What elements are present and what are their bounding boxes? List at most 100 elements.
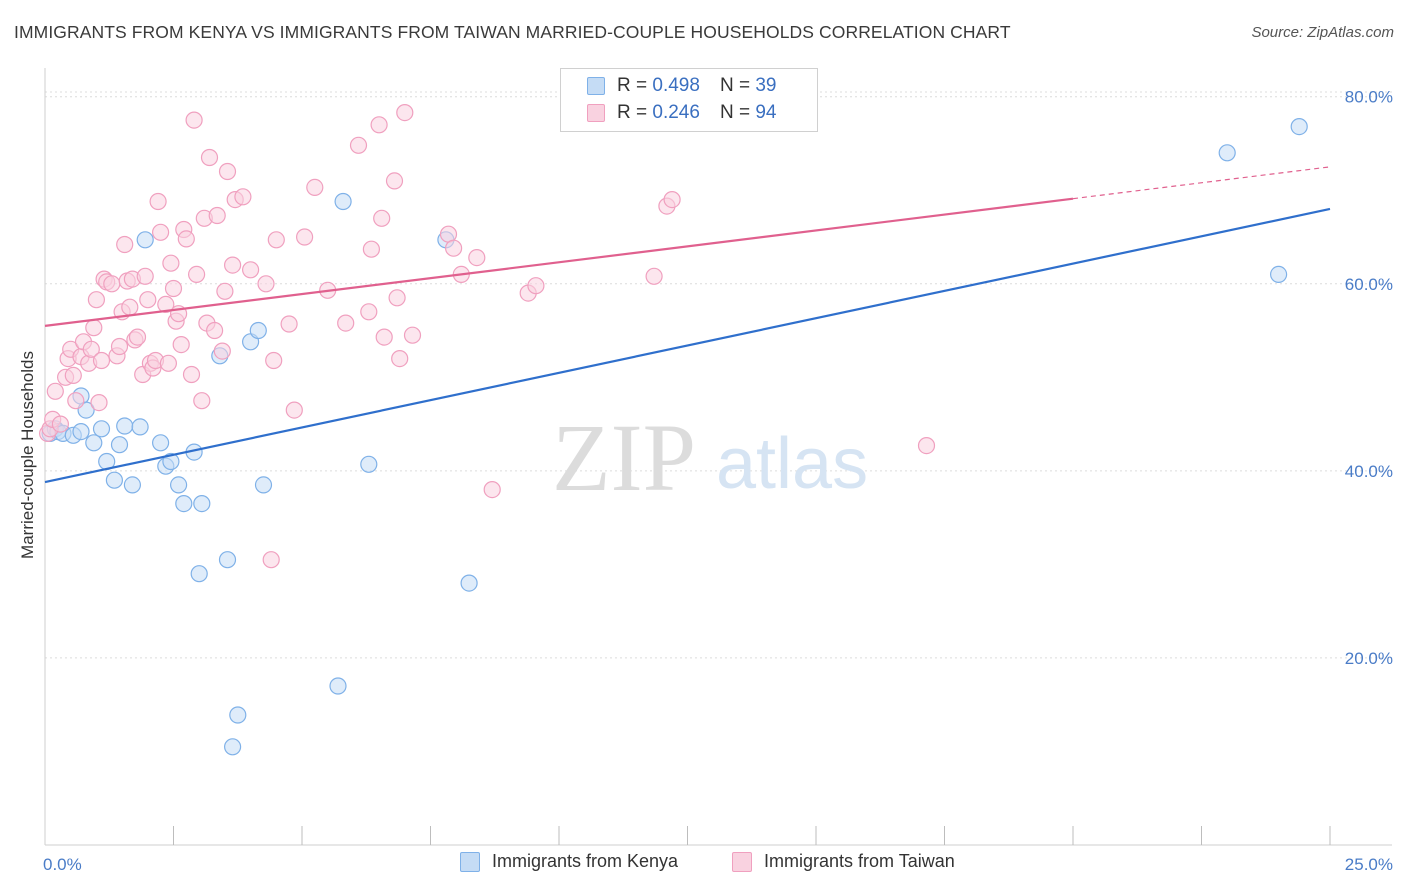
taiwan-point xyxy=(162,254,180,272)
taiwan-point xyxy=(296,228,314,246)
taiwan-point xyxy=(645,267,663,285)
taiwan-point xyxy=(262,551,280,569)
legend-item-kenya[interactable]: Immigrants from Kenya xyxy=(460,851,678,872)
taiwan-point xyxy=(527,277,545,295)
kenya-point xyxy=(170,476,188,494)
source-credit: Source: ZipAtlas.com xyxy=(1251,24,1394,41)
taiwan-point xyxy=(216,282,234,300)
kenya-point xyxy=(229,706,247,724)
taiwan-point xyxy=(193,392,211,410)
legend-row-taiwan: R = 0.246 N = 94 xyxy=(587,101,776,125)
kenya-point xyxy=(1269,265,1288,283)
kenya-point xyxy=(249,321,267,340)
kenya-point xyxy=(460,574,478,592)
taiwan-point xyxy=(188,265,206,283)
taiwan-point xyxy=(224,256,242,274)
taiwan-point xyxy=(159,354,177,372)
kenya-point xyxy=(92,420,111,438)
gridlines xyxy=(45,91,1392,659)
trend-lines xyxy=(44,166,1331,484)
axes xyxy=(44,68,1392,846)
y-tick-label: 80.0% xyxy=(1345,88,1393,107)
legend-label-taiwan: Immigrants from Taiwan xyxy=(764,851,955,871)
taiwan-point xyxy=(213,342,231,360)
kenya-point xyxy=(334,192,352,211)
watermark: ZIP atlas xyxy=(552,404,868,511)
stats-legend: R = 0.498 N = 39 R = 0.246 N = 94 xyxy=(560,68,818,132)
n-label: N = xyxy=(719,102,751,123)
r-label: R = xyxy=(617,102,648,123)
kenya-point xyxy=(72,423,90,441)
n-label: N = xyxy=(719,75,751,96)
legend-row-kenya: R = 0.498 N = 39 xyxy=(587,74,776,98)
taiwan-point xyxy=(391,350,409,368)
taiwan-point xyxy=(110,337,129,356)
taiwan-trend-line-extension xyxy=(1072,166,1331,200)
kenya-point xyxy=(329,677,347,695)
taiwan-point xyxy=(152,223,170,241)
taiwan-legend-swatch xyxy=(732,851,752,872)
taiwan-point xyxy=(51,415,70,433)
taiwan-point xyxy=(90,394,108,412)
kenya-point xyxy=(218,551,237,569)
kenya-point xyxy=(190,565,208,583)
kenya-point xyxy=(162,452,180,471)
r-value: 0.498 xyxy=(652,75,700,96)
watermark-zip: ZIP xyxy=(552,404,696,511)
taiwan-point xyxy=(396,103,414,122)
taiwan-point xyxy=(375,328,393,346)
taiwan-point xyxy=(445,239,463,257)
taiwan-point xyxy=(403,326,422,344)
taiwan-point xyxy=(82,340,100,358)
kenya-point xyxy=(110,436,129,454)
legend-item-taiwan[interactable]: Immigrants from Taiwan xyxy=(732,851,955,872)
taiwan-point xyxy=(157,295,175,313)
taiwan-point xyxy=(116,235,134,254)
taiwan-point xyxy=(164,279,183,298)
taiwan-swatch xyxy=(587,104,605,122)
n-value: 94 xyxy=(755,102,777,123)
taiwan-point xyxy=(362,240,380,258)
kenya-point xyxy=(136,231,154,249)
taiwan-point xyxy=(267,231,285,249)
taiwan-point xyxy=(285,401,303,419)
taiwan-point xyxy=(360,303,378,321)
n-value: 39 xyxy=(755,75,777,96)
legend-label-kenya: Immigrants from Kenya xyxy=(492,851,679,871)
watermark-atlas: atlas xyxy=(716,424,868,504)
taiwan-trend-line xyxy=(44,197,1074,327)
taiwan-point xyxy=(67,392,85,410)
taiwan-point xyxy=(257,275,275,293)
taiwan-point xyxy=(208,206,226,225)
taiwan-point xyxy=(87,291,106,309)
kenya-point xyxy=(152,434,170,452)
taiwan-point xyxy=(128,328,147,346)
kenya-point xyxy=(1290,117,1308,136)
kenya-point xyxy=(175,495,193,513)
x-tick-label: 25.0% xyxy=(1345,855,1393,874)
taiwan-point xyxy=(200,148,219,167)
data-points xyxy=(38,103,1308,756)
taiwan-point xyxy=(388,289,406,307)
taiwan-point xyxy=(46,382,64,400)
x-tick-label: 0.0% xyxy=(43,855,82,874)
taiwan-point xyxy=(337,314,355,332)
y-tick-label: 20.0% xyxy=(1345,649,1393,668)
kenya-point xyxy=(224,738,242,756)
taiwan-point xyxy=(385,172,404,190)
kenya-point xyxy=(131,418,149,436)
kenya-point xyxy=(85,434,103,452)
taiwan-point xyxy=(182,365,201,384)
taiwan-point xyxy=(483,481,501,499)
taiwan-point xyxy=(663,191,681,209)
taiwan-point xyxy=(349,136,368,154)
taiwan-point xyxy=(64,366,82,384)
tick-labels: 20.0% 40.0% 60.0% 80.0% 0.0% 25.0% xyxy=(43,88,1393,874)
taiwan-point xyxy=(177,230,195,248)
chart-title: IMMIGRANTS FROM KENYA VS IMMIGRANTS FROM… xyxy=(14,22,1011,42)
taiwan-point xyxy=(373,209,391,227)
taiwan-point xyxy=(103,275,121,293)
taiwan-point xyxy=(234,188,252,206)
kenya-trend-line xyxy=(44,207,1331,484)
